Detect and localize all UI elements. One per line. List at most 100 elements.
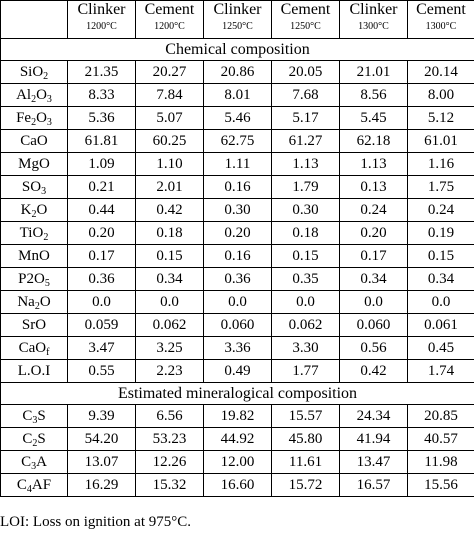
header-row: Clinker 1200°C Cement 1200°C Clinker 1250°C Ce…: [0, 0, 474, 39]
table-cell: 8.01: [203, 83, 272, 107]
row-label: P2O5: [0, 267, 68, 291]
table-cell: 0.24: [339, 198, 408, 222]
row-label: C4AF: [0, 473, 68, 497]
table-cell: 5.17: [271, 106, 340, 130]
chemical-composition-section-row: Chemical composition: [0, 38, 474, 61]
table-cell: 0.0: [407, 290, 474, 314]
table-body: Clinker 1200°C Cement 1200°C Clinker 1250°C Ce…: [0, 0, 474, 497]
table-row: SO3 0.21 2.01 0.16 1.79 0.13 1.75: [0, 175, 474, 199]
table-row: C3S 9.39 6.56 19.82 15.57 24.34 20.85: [0, 404, 474, 428]
table-cell: 0.30: [271, 198, 340, 222]
table-cell: 0.36: [203, 267, 272, 291]
table-cell: 0.42: [135, 198, 204, 222]
table-row: K2O 0.44 0.42 0.30 0.30 0.24 0.24: [0, 198, 474, 222]
table-cell: 0.30: [203, 198, 272, 222]
table-cell: 20.14: [407, 60, 474, 84]
row-label-base: C: [21, 453, 32, 470]
table-row: Al2O3 8.33 7.84 8.01 7.68 8.56 8.00: [0, 83, 474, 107]
row-label-base: SO: [21, 178, 42, 195]
table-cell: 15.56: [407, 473, 474, 497]
column-header-temperature: 1200°C: [86, 21, 117, 32]
table-cell: 1.16: [407, 152, 474, 176]
table-cell: 0.16: [203, 244, 272, 268]
table-cell: 0.15: [135, 244, 204, 268]
mineralogical-composition-section-title: Estimated mineralogical composition: [0, 382, 474, 405]
table-cell: 0.18: [135, 221, 204, 245]
table-cell: 0.17: [67, 244, 136, 268]
table-cell: 15.32: [135, 473, 204, 497]
table-cell: 5.36: [67, 106, 136, 130]
table-cell: 20.05: [271, 60, 340, 84]
table-cell: 0.20: [203, 221, 272, 245]
table-cell: 0.20: [67, 221, 136, 245]
mineralogical-composition-section-row: Estimated mineralogical composition: [0, 382, 474, 405]
column-header-temperature: 1200°C: [154, 21, 185, 32]
row-label-base: CaO: [20, 132, 48, 149]
table-cell: 7.68: [271, 83, 340, 107]
table-row: C3A 13.07 12.26 12.00 11.61 13.47 11.98: [0, 450, 474, 474]
row-label-base: K: [20, 201, 32, 218]
table-row: MgO 1.09 1.10 1.11 1.13 1.13 1.16: [0, 152, 474, 176]
table-row: C2S 54.20 53.23 44.92 45.80 41.94 40.57: [0, 427, 474, 451]
row-label: TiO2: [0, 221, 68, 245]
table-cell: 0.55: [67, 359, 136, 383]
table-cell: 44.92: [203, 427, 272, 451]
column-header-temperature: 1300°C: [358, 21, 389, 32]
table-cell: 5.12: [407, 106, 474, 130]
table-cell: 41.94: [339, 427, 408, 451]
column-header-name: Cement: [144, 1, 195, 18]
column-header-name: Clinker: [213, 1, 262, 18]
row-label-tail: O: [39, 293, 51, 310]
row-label-subscript: 2: [31, 93, 37, 105]
row-label-base: MnO: [18, 247, 50, 264]
table-cell: 1.13: [271, 152, 340, 176]
table-row: MnO 0.17 0.15 0.16 0.15 0.17 0.15: [0, 244, 474, 268]
table-cell: 0.0: [203, 290, 272, 314]
table-cell: 0.15: [271, 244, 340, 268]
table-cell: 0.45: [407, 336, 474, 360]
table-cell: 15.72: [271, 473, 340, 497]
table-cell: 19.82: [203, 404, 272, 428]
table-cell: 21.35: [67, 60, 136, 84]
table-cell: 0.059: [67, 313, 136, 337]
table-cell: 0.34: [135, 267, 204, 291]
column-header: Clinker 1300°C: [339, 0, 408, 39]
table-cell: 0.16: [203, 175, 272, 199]
row-label-subscript-2: 3: [46, 93, 52, 105]
table-row: CaOf 3.47 3.25 3.36 3.30 0.56 0.45: [0, 336, 474, 360]
row-label: K2O: [0, 198, 68, 222]
table-cell: 1.75: [407, 175, 474, 199]
table-cell: 1.77: [271, 359, 340, 383]
row-label-subscript-2: 3: [46, 116, 52, 128]
table-cell: 3.36: [203, 336, 272, 360]
table-cell: 3.25: [135, 336, 204, 360]
table-cell: 3.47: [67, 336, 136, 360]
row-label-base: C: [16, 476, 27, 493]
row-label: Na2O: [0, 290, 68, 314]
table-cell: 3.30: [271, 336, 340, 360]
table-cell: 54.20: [67, 427, 136, 451]
column-header: Cement 1200°C: [135, 0, 204, 39]
table-cell: 20.85: [407, 404, 474, 428]
row-label-subscript: 4: [26, 483, 32, 495]
row-label-base: SrO: [21, 316, 47, 333]
row-label: C3A: [0, 450, 68, 474]
table-cell: 16.60: [203, 473, 272, 497]
row-label-tail: O: [36, 86, 47, 103]
row-label: SrO: [0, 313, 68, 337]
table-cell: 53.23: [135, 427, 204, 451]
column-header-temperature: 1250°C: [290, 21, 321, 32]
row-label-base: MgO: [18, 155, 50, 172]
table-cell: 6.56: [135, 404, 204, 428]
table-cell: 0.060: [339, 313, 408, 337]
row-label-tail: S: [37, 430, 46, 447]
column-header: Clinker 1250°C: [203, 0, 272, 39]
row-label-tail: A: [36, 453, 47, 470]
table-cell: 0.0: [67, 290, 136, 314]
row-label-subscript: 2: [34, 300, 40, 312]
table-cell: 61.01: [407, 129, 474, 153]
table-cell: 0.21: [67, 175, 136, 199]
table-row: Fe2O3 5.36 5.07 5.46 5.17 5.45 5.12: [0, 106, 474, 130]
row-label: MgO: [0, 152, 68, 176]
composition-table: Clinker 1200°C Cement 1200°C Clinker 1250°C Ce…: [0, 0, 474, 497]
